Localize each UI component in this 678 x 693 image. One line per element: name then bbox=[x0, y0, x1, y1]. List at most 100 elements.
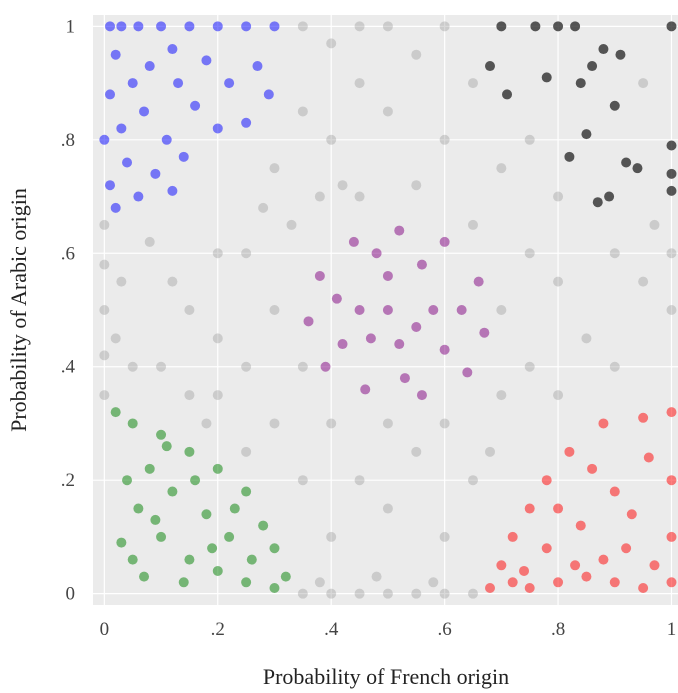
x-axis-title: Probability of French origin bbox=[263, 664, 509, 689]
point bbox=[587, 463, 598, 474]
point bbox=[439, 588, 450, 599]
point bbox=[297, 475, 308, 486]
point bbox=[394, 225, 405, 236]
point bbox=[331, 293, 342, 304]
y-tick-label: .4 bbox=[61, 357, 76, 378]
point bbox=[127, 361, 138, 372]
point bbox=[496, 163, 507, 174]
point bbox=[258, 202, 269, 213]
point bbox=[139, 106, 150, 117]
point bbox=[666, 531, 677, 542]
point bbox=[666, 248, 677, 259]
point bbox=[241, 117, 252, 128]
point bbox=[609, 248, 620, 259]
point bbox=[116, 123, 127, 134]
point bbox=[553, 21, 564, 32]
point bbox=[201, 55, 212, 66]
point bbox=[473, 276, 484, 287]
point bbox=[212, 463, 223, 474]
point bbox=[337, 339, 348, 350]
point bbox=[575, 78, 586, 89]
point bbox=[507, 577, 518, 588]
point bbox=[122, 157, 133, 168]
point bbox=[110, 333, 121, 344]
point bbox=[496, 21, 507, 32]
point bbox=[382, 106, 393, 117]
point bbox=[348, 236, 359, 247]
point bbox=[212, 123, 223, 134]
point bbox=[524, 582, 535, 593]
point bbox=[241, 248, 252, 259]
point bbox=[156, 361, 167, 372]
point bbox=[564, 151, 575, 162]
point bbox=[439, 344, 450, 355]
point bbox=[297, 21, 308, 32]
point bbox=[570, 560, 581, 571]
point bbox=[212, 333, 223, 344]
point bbox=[411, 180, 422, 191]
point bbox=[485, 446, 496, 457]
point bbox=[144, 236, 155, 247]
point bbox=[541, 72, 552, 83]
point bbox=[524, 134, 535, 145]
point bbox=[382, 418, 393, 429]
point bbox=[156, 531, 167, 542]
point bbox=[354, 78, 365, 89]
x-tick-label: .2 bbox=[211, 619, 225, 640]
point bbox=[553, 577, 564, 588]
y-tick-label: 0 bbox=[66, 584, 76, 605]
point bbox=[649, 560, 660, 571]
point bbox=[598, 418, 609, 429]
point bbox=[178, 151, 189, 162]
point bbox=[354, 305, 365, 315]
point bbox=[439, 418, 450, 429]
point bbox=[416, 259, 427, 270]
point bbox=[99, 219, 110, 230]
point bbox=[99, 350, 110, 361]
point bbox=[110, 202, 121, 213]
point bbox=[133, 191, 144, 202]
point bbox=[479, 327, 490, 338]
point bbox=[297, 588, 308, 599]
point bbox=[666, 305, 677, 315]
point bbox=[553, 191, 564, 202]
point bbox=[280, 571, 291, 582]
point bbox=[609, 486, 620, 497]
point bbox=[621, 543, 632, 554]
y-axis-title: Probability of Arabic origin bbox=[6, 188, 31, 432]
point bbox=[252, 61, 263, 72]
point bbox=[666, 475, 677, 486]
point bbox=[156, 21, 167, 32]
point bbox=[439, 531, 450, 542]
point bbox=[269, 418, 280, 429]
point bbox=[428, 577, 439, 588]
point bbox=[354, 21, 365, 32]
point bbox=[326, 531, 337, 542]
point bbox=[269, 582, 280, 593]
point bbox=[314, 577, 325, 588]
point bbox=[99, 134, 110, 145]
point bbox=[229, 503, 240, 514]
point bbox=[150, 514, 161, 525]
point bbox=[139, 571, 150, 582]
point bbox=[184, 305, 195, 315]
point bbox=[382, 503, 393, 514]
point bbox=[553, 503, 564, 514]
point bbox=[241, 21, 252, 32]
point bbox=[337, 180, 348, 191]
point bbox=[326, 134, 337, 145]
point bbox=[371, 248, 382, 259]
point bbox=[467, 475, 478, 486]
point bbox=[399, 373, 410, 384]
point bbox=[666, 185, 677, 196]
point bbox=[598, 44, 609, 55]
point bbox=[133, 21, 144, 32]
point bbox=[99, 390, 110, 401]
point bbox=[167, 276, 178, 287]
x-tick-label: .6 bbox=[438, 619, 452, 640]
point bbox=[212, 390, 223, 401]
point bbox=[258, 520, 269, 531]
point bbox=[541, 475, 552, 486]
point bbox=[365, 333, 376, 344]
point bbox=[592, 197, 603, 208]
